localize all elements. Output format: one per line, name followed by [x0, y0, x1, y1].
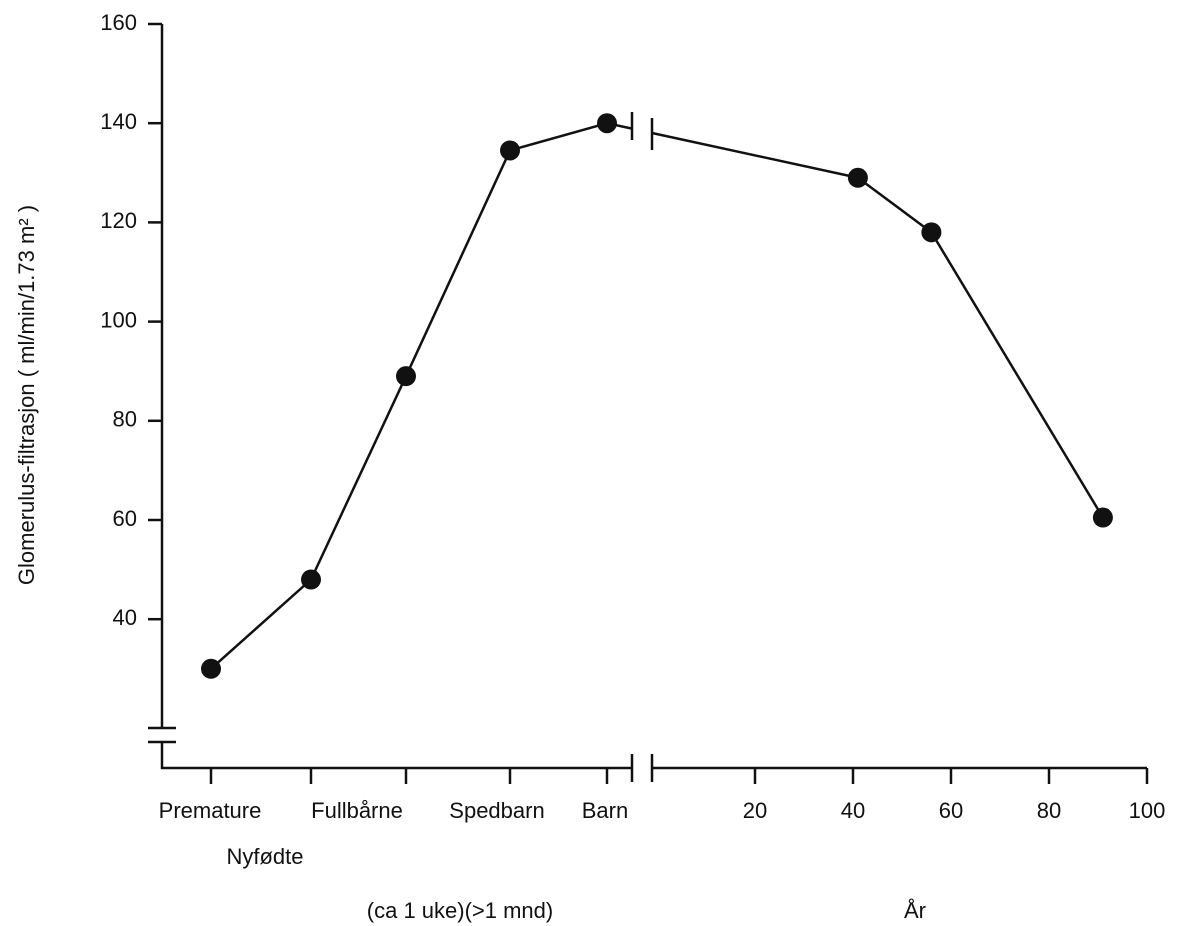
x-axis-label: År	[904, 898, 926, 923]
y-tick-label: 60	[113, 506, 137, 531]
line	[857, 176, 1104, 519]
point	[597, 113, 617, 134]
point	[201, 658, 221, 679]
point	[921, 222, 942, 243]
y-tick-label: 120	[100, 208, 137, 233]
x-tick-label: Spedbarn	[449, 798, 544, 823]
axis-break	[148, 112, 654, 782]
x-tick-label: 60	[939, 798, 963, 823]
axis	[160, 24, 1147, 770]
x-tick-label: 40	[841, 798, 865, 823]
x-tick-label: Barn	[582, 798, 628, 823]
point	[396, 366, 416, 387]
annotation: (ca 1 uke)(>1 mnd)	[367, 898, 553, 923]
x-tick-label: 80	[1037, 798, 1061, 823]
y-tick-label: 100	[100, 307, 137, 332]
point	[500, 140, 520, 161]
x-tick-label: 20	[743, 798, 767, 823]
x-tick-label: Premature	[159, 798, 262, 823]
x-tick-label: 100	[1129, 798, 1166, 823]
point	[847, 167, 868, 188]
y-tick-label: 160	[100, 10, 137, 35]
y-axis-label: Glomerulus-filtrasjon ( ml/min/1.73 m² )	[14, 205, 39, 585]
point	[1092, 507, 1113, 528]
y-tick-label: 40	[113, 605, 137, 630]
x-tick-label: Fullbårne	[311, 798, 403, 823]
annotation: Nyfødte	[226, 844, 303, 869]
line	[210, 121, 608, 670]
y-tick-label: 80	[113, 407, 137, 432]
break-connector	[606, 121, 859, 179]
point	[301, 569, 321, 590]
y-tick-label: 140	[100, 109, 137, 134]
